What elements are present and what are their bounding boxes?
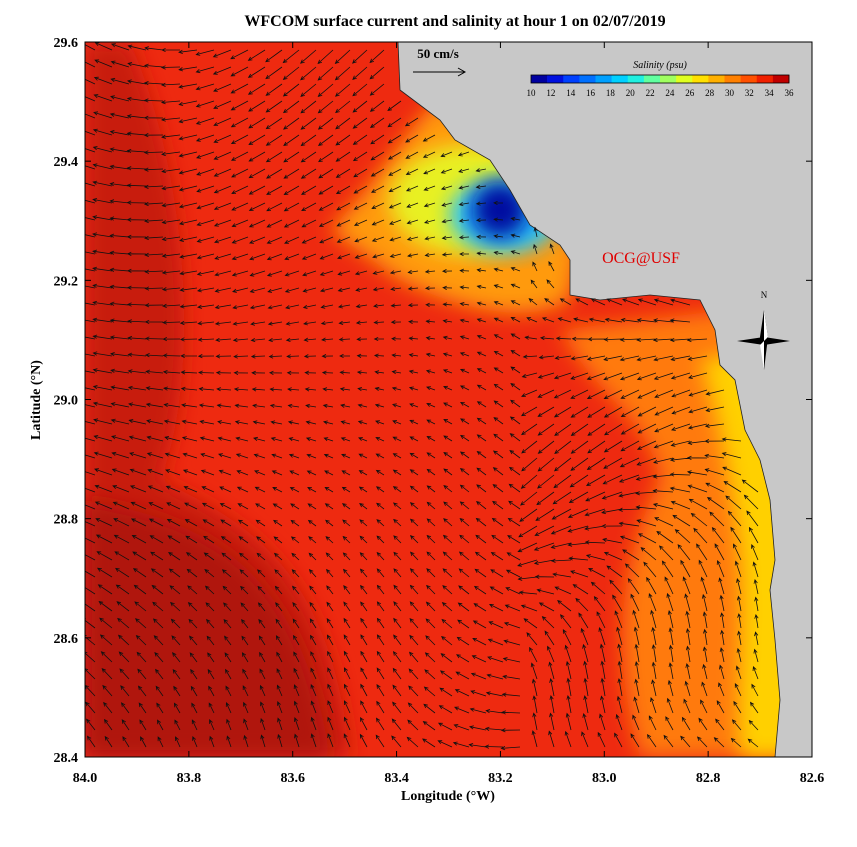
colorbar-tick-label: 36 — [785, 88, 795, 98]
colorbar-swatch — [676, 75, 693, 83]
x-tick-label: 83.4 — [384, 771, 409, 786]
colorbar-tick-label: 16 — [586, 88, 596, 98]
colorbar-swatch — [579, 75, 596, 83]
y-tick-label: 29.0 — [54, 394, 79, 409]
colorbar-swatch — [756, 75, 774, 83]
y-axis-label: Latitude (°N) — [29, 360, 44, 440]
colorbar-swatch — [547, 75, 564, 83]
x-tick-label: 82.8 — [696, 771, 721, 786]
colorbar-swatch — [708, 75, 725, 83]
x-tick-label: 83.0 — [592, 771, 617, 786]
x-axis-label: Longitude (°W) — [401, 789, 495, 804]
colorbar-swatch — [660, 75, 677, 83]
colorbar: 10 12 14 16 18 20 22 24 26 28 30 32 34 36 — [527, 74, 795, 98]
colorbar-tick-label: 12 — [546, 88, 555, 98]
y-tick-label: 29.4 — [54, 155, 79, 170]
colorbar-swatch — [563, 75, 580, 83]
y-tick-label: 29.2 — [54, 274, 79, 289]
colorbar-tick-label: 34 — [765, 88, 775, 98]
compass-label: N — [761, 290, 768, 300]
colorbar-tick-label: 30 — [725, 88, 735, 98]
colorbar-swatch — [692, 75, 709, 83]
colorbar-swatch — [611, 75, 629, 83]
y-tick-label: 28.8 — [54, 513, 79, 528]
colorbar-frame — [530, 74, 790, 84]
colorbar-tick-label: 32 — [745, 88, 754, 98]
y-tick-label: 29.6 — [54, 36, 79, 51]
current-vectors — [85, 42, 759, 751]
compass-needle — [737, 337, 790, 345]
vector-scale-arrow — [413, 67, 467, 77]
colorbar-tick-label: 26 — [685, 88, 695, 98]
colorbar-swatch — [627, 75, 645, 83]
colorbar-swatch — [724, 75, 741, 83]
chart-title: WFCOM surface current and salinity at ho… — [244, 13, 665, 30]
colorbar-swatch — [740, 75, 758, 83]
compass-highlight — [760, 310, 768, 370]
x-tick-label: 84.0 — [73, 771, 98, 786]
colorbar-tick-label: 22 — [646, 88, 655, 98]
colorbar-tick-label: 28 — [705, 88, 715, 98]
colorbar-tick-label: 20 — [626, 88, 636, 98]
colorbar-tick-label: 18 — [606, 88, 616, 98]
y-tick-label: 28.6 — [54, 632, 79, 647]
x-tick-label: 83.6 — [280, 771, 305, 786]
colorbar-swatch — [643, 75, 661, 83]
y-tick-label: 28.4 — [54, 751, 79, 766]
high-salinity — [85, 500, 330, 757]
current-vector — [85, 42, 759, 751]
land — [397, 42, 812, 757]
vector-scale-label: 50 cm/s — [417, 46, 459, 61]
colorbar-tick-label: 24 — [665, 88, 675, 98]
colorbar-swatch — [772, 75, 790, 83]
colorbar-tick-label: 10 — [527, 88, 537, 98]
colorbar-swatch — [531, 75, 548, 83]
colorbar-title: Salinity (psu) — [633, 60, 687, 71]
compass: N — [737, 290, 790, 370]
x-tick-label: 82.6 — [800, 771, 825, 786]
x-tick-label: 83.8 — [177, 771, 202, 786]
credit: OCG@USF — [602, 250, 680, 267]
colorbar-tick-label: 14 — [566, 88, 576, 98]
x-tick-label: 83.2 — [488, 771, 513, 786]
salinity-field — [85, 42, 812, 757]
colorbar-swatch — [595, 75, 612, 83]
